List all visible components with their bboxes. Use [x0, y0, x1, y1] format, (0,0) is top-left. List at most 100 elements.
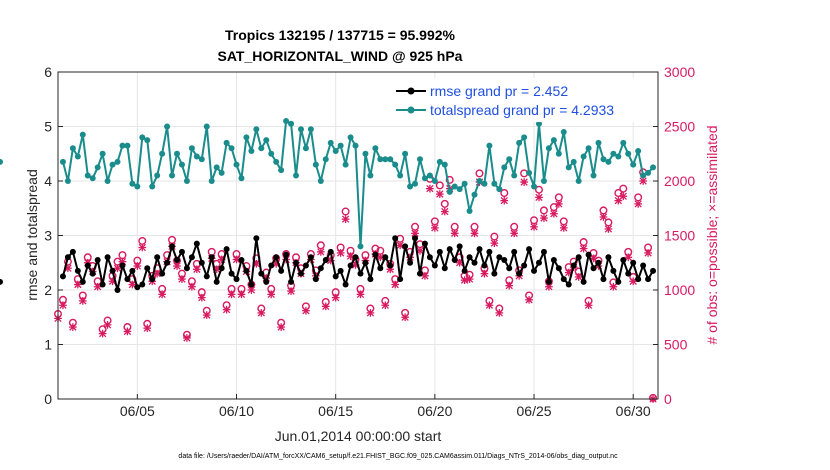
obs-assimilated-marker [247, 286, 256, 294]
totalspread-point [496, 186, 503, 193]
rmse-point [476, 246, 483, 253]
totalspread-point [372, 145, 379, 152]
obs-assimilated-marker [435, 190, 444, 198]
totalspread-point [89, 175, 96, 182]
rmse-point [466, 254, 473, 261]
totalspread-point [466, 207, 473, 214]
totalspread-point [218, 169, 225, 176]
rmse-point [615, 278, 622, 285]
totalspread-point [183, 178, 190, 184]
totalspread-point [347, 134, 354, 141]
rmse-point [99, 281, 106, 288]
obs-assimilated-marker [401, 313, 409, 322]
rmse-point [506, 265, 513, 272]
rmse-point [218, 265, 225, 272]
totalspread-point [367, 172, 374, 179]
rmse-point [501, 257, 508, 264]
obs-assimilated-marker [559, 224, 568, 232]
obs-assimilated-marker [103, 321, 112, 329]
rmse-point [402, 243, 409, 250]
obs-assimilated-marker [267, 290, 276, 299]
rmse-point [535, 259, 542, 266]
axis-ticks: 06/05 06/10 06/15 06/20 06/25 06/30 0 1 2 3 4 5 6 0 50… [44, 64, 695, 419]
rmse-point [342, 281, 349, 288]
obs-possible-marker [435, 181, 444, 190]
obs-assimilated-marker [470, 229, 479, 238]
obs-assimilated-marker [178, 275, 186, 283]
rmse-point [426, 254, 433, 261]
totalspread-point [193, 153, 200, 160]
totalspread-point [352, 142, 359, 149]
totalspread-point [129, 180, 136, 187]
rmse-point [352, 254, 359, 261]
obs-assimilated-marker [465, 275, 474, 283]
totalspread-point [412, 180, 419, 187]
rmse-point [545, 278, 552, 285]
y-right-tick-label: 2500 [664, 119, 695, 135]
rmse-point [610, 267, 617, 274]
rmse-point [273, 254, 280, 261]
rmse-point [367, 276, 374, 283]
totalspread-point [387, 156, 394, 163]
legend-spread-marker [407, 106, 415, 114]
totalspread-point [288, 120, 295, 127]
rmse-point [630, 259, 637, 266]
rmse-point [481, 262, 488, 269]
rmse-point [456, 243, 463, 250]
obs-assimilated-marker [604, 225, 613, 233]
rmse-point [416, 270, 423, 277]
rmse-point [446, 246, 453, 253]
totalspread-point [580, 153, 587, 160]
rmse-point [119, 262, 126, 269]
obs-possible-marker [619, 184, 628, 193]
totalspread-point [94, 164, 101, 171]
totalspread-point [258, 145, 265, 152]
totalspread-point [357, 243, 364, 250]
rmse-point [491, 270, 498, 277]
rmse-point [74, 267, 81, 274]
rmse-point [397, 276, 404, 283]
totalspread-point [550, 137, 557, 144]
totalspread-point [69, 145, 76, 152]
x-tick-label: 06/15 [318, 403, 353, 419]
rmse-point [347, 262, 354, 269]
rmse-point [362, 259, 369, 266]
rmse-point [193, 240, 200, 247]
totalspread-point [278, 167, 285, 174]
obs-assimilated-marker [193, 265, 201, 274]
y-right-tick-label: 500 [664, 337, 688, 353]
obs-assimilated-marker [495, 309, 504, 317]
totalspread-point [228, 145, 235, 152]
totalspread-point [540, 178, 547, 184]
x-tick-label: 06/30 [616, 403, 651, 419]
rmse-point [312, 276, 319, 283]
totalspread-point [491, 180, 498, 187]
totalspread-point [253, 126, 260, 133]
y-right-tick-label: 1500 [664, 228, 695, 244]
totalspread-point [377, 156, 384, 163]
totalspread-point [397, 172, 404, 179]
rmse-point [223, 246, 230, 253]
rmse-point [89, 270, 96, 277]
rmse-point [645, 276, 652, 283]
obs-assimilated-marker [545, 282, 553, 291]
rmse-point [64, 254, 71, 261]
totalspread-point [213, 164, 220, 171]
rmse-point [129, 267, 136, 274]
totalspread-point [312, 161, 319, 168]
obs-assimilated-marker [450, 229, 459, 238]
rmse-point [283, 251, 290, 258]
obs-assimilated-marker [197, 293, 206, 302]
rmse-point [213, 278, 220, 285]
rmse-point [124, 276, 131, 283]
totalspread-point [342, 161, 349, 168]
totalspread-point [198, 156, 205, 163]
y-left-tick-label: 2 [44, 282, 52, 298]
obs-assimilated-marker [316, 248, 325, 256]
rmse-point [59, 273, 66, 280]
obs-assimilated-marker [133, 262, 142, 270]
rmse-point [327, 248, 334, 255]
totalspread-point [615, 153, 622, 160]
rmse-point [526, 246, 533, 253]
legend-box [392, 78, 654, 122]
